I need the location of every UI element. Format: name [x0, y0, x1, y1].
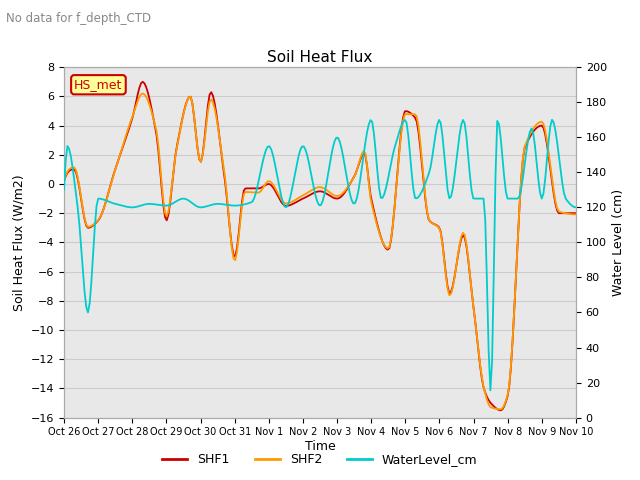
Text: HS_met: HS_met — [74, 78, 123, 91]
Y-axis label: Water Level (cm): Water Level (cm) — [612, 189, 625, 296]
Legend: SHF1, SHF2, WaterLevel_cm: SHF1, SHF2, WaterLevel_cm — [157, 448, 483, 471]
Y-axis label: Soil Heat Flux (W/m2): Soil Heat Flux (W/m2) — [12, 174, 25, 311]
X-axis label: Time: Time — [305, 440, 335, 453]
Title: Soil Heat Flux: Soil Heat Flux — [268, 49, 372, 65]
Text: No data for f_depth_CTD: No data for f_depth_CTD — [6, 12, 152, 25]
